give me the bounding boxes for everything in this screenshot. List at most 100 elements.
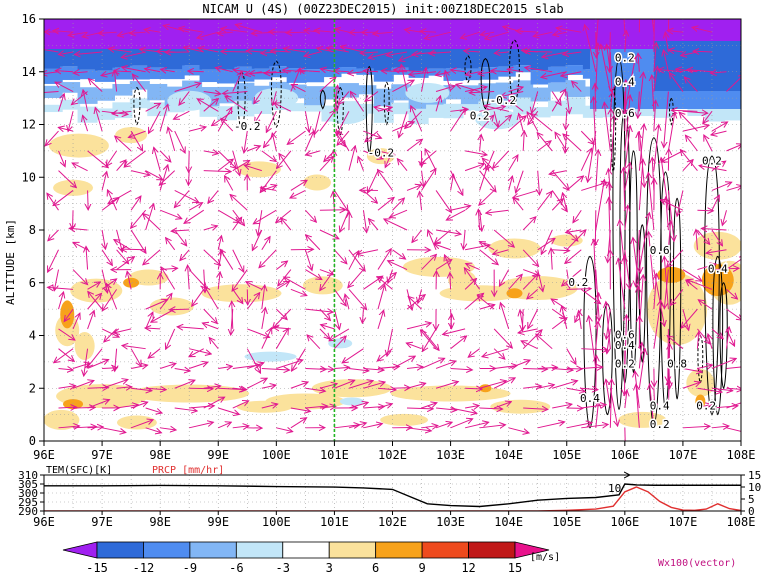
shade-band-6 <box>77 87 98 104</box>
wind-vector <box>581 424 608 427</box>
wind-vector <box>101 379 128 389</box>
wind-vector <box>208 190 219 203</box>
wind-vector <box>88 292 103 310</box>
wind-vector <box>369 219 379 231</box>
wind-vector <box>174 380 195 389</box>
wind-vector <box>88 79 103 92</box>
wind-vector <box>420 191 422 211</box>
wind-vector <box>469 92 495 93</box>
y-tick-label: 14 <box>22 65 36 79</box>
wind-vector <box>399 111 408 137</box>
wind-vector <box>654 43 656 72</box>
wind-vector <box>218 236 221 250</box>
wind-vector <box>523 386 541 388</box>
shade-band-6 <box>373 88 394 107</box>
x-tick-label: 108E <box>727 515 756 529</box>
wind-vector <box>324 150 335 162</box>
contour-positive <box>612 58 626 410</box>
wind-vector <box>609 197 611 250</box>
wind-vector <box>247 378 267 389</box>
wind-vector <box>406 343 422 350</box>
shade-band-9 <box>164 69 185 80</box>
wind-vector <box>566 230 582 233</box>
shade-band-12 <box>251 49 272 69</box>
wind-vector <box>221 51 248 52</box>
colorbar-swatch <box>421 541 469 559</box>
wind-vector <box>388 269 393 284</box>
wind-vector <box>363 150 383 159</box>
wind-vector <box>247 146 260 152</box>
shade-patch-blue <box>328 338 353 349</box>
wind-vector <box>87 293 102 310</box>
wind-vector <box>537 385 555 389</box>
wind-vector <box>563 52 582 55</box>
wind-vector <box>87 400 110 409</box>
wind-vector <box>363 424 382 429</box>
wind-vector <box>188 71 204 72</box>
wind-vector <box>299 70 320 71</box>
wind-vector <box>287 130 306 144</box>
wind-vector <box>638 349 645 389</box>
wind-vector <box>464 51 480 52</box>
wind-vector <box>609 114 615 171</box>
x-tick-label: 108E <box>727 448 756 462</box>
main-panel: -0.2-0.20.2-0.20.20.40.60.20.60.40.20.60… <box>4 12 756 462</box>
wind-vector <box>682 160 693 171</box>
wind-vector <box>218 407 239 414</box>
shade-band-3 <box>530 107 551 118</box>
wind-vector <box>128 130 146 137</box>
wind-vector <box>223 92 248 94</box>
wind-vector <box>159 209 182 218</box>
wind-vector <box>101 328 119 337</box>
wind-vector <box>421 403 437 409</box>
wind-vector <box>581 349 608 350</box>
contour-labels: -0.2-0.20.2-0.20.20.40.60.20.60.40.20.60… <box>233 50 730 433</box>
wind-vector <box>198 48 219 53</box>
wind-vector <box>189 406 214 408</box>
wind-vector <box>638 131 644 187</box>
wind-vector <box>115 348 117 372</box>
wind-vector <box>566 388 585 391</box>
wind-vector <box>601 44 611 92</box>
wind-vector <box>225 96 248 112</box>
wind-vector <box>669 73 684 92</box>
wind-vector <box>653 125 659 171</box>
wind-vector <box>122 345 146 348</box>
wind-vector <box>434 229 451 243</box>
wind-vector <box>589 316 597 369</box>
x-tick-label: 105E <box>552 448 581 462</box>
wind-vector <box>667 30 683 32</box>
wind-vector <box>661 150 684 162</box>
wind-vector <box>418 289 422 303</box>
wind-vector <box>320 69 335 72</box>
wind-vector <box>401 64 408 92</box>
wind-vector <box>699 166 727 172</box>
wind-vector <box>726 74 741 92</box>
wind-vector <box>580 148 591 171</box>
wind-vector <box>340 210 350 232</box>
wind-vector <box>148 111 161 133</box>
shade-patch-orange <box>60 300 75 329</box>
shade-band-3 <box>216 106 237 121</box>
wind-vector <box>130 32 146 33</box>
shade-band-6 <box>304 86 325 108</box>
wind-vector <box>337 130 350 145</box>
wind-vector <box>87 150 109 168</box>
wind-vector <box>377 285 385 310</box>
shade-band-12 <box>338 49 359 68</box>
wind-vector <box>377 197 394 211</box>
wind-vector <box>566 289 591 290</box>
wind-vector <box>261 368 290 370</box>
wind-vector <box>48 229 59 241</box>
contour-label: 0.2 <box>702 154 722 167</box>
wind-vector <box>493 328 512 348</box>
shade-band-12 <box>199 49 220 70</box>
wind-vector <box>348 402 368 409</box>
wind-vector <box>420 330 437 350</box>
wind-vector <box>537 367 558 368</box>
wind-vector <box>188 269 206 289</box>
wind-vector <box>552 404 572 408</box>
shade-band-9 <box>77 69 98 80</box>
y-tick-label: 12 <box>22 118 36 132</box>
wind-vector <box>711 426 729 428</box>
